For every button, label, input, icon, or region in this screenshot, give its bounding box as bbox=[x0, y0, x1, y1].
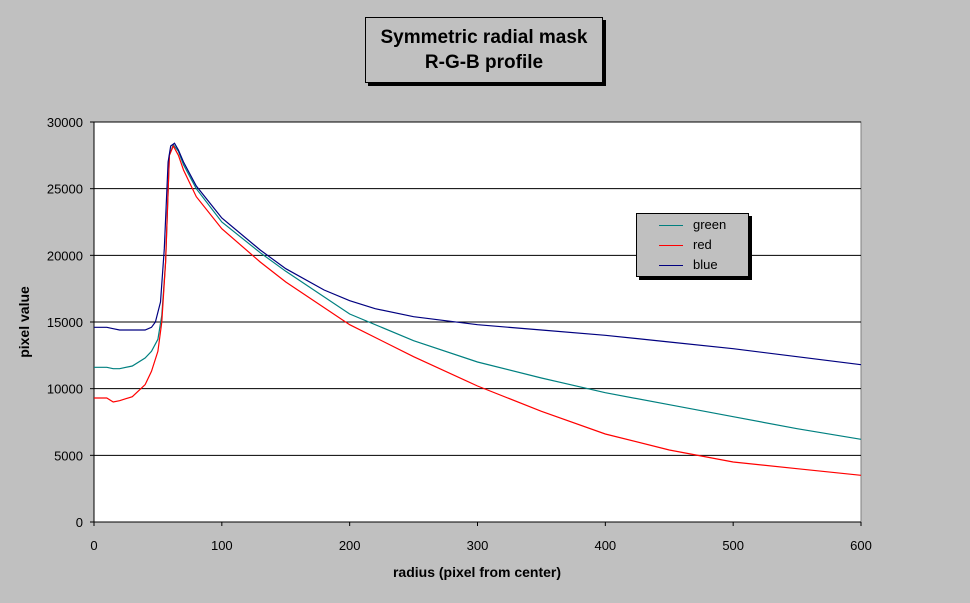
legend-swatch-red bbox=[659, 245, 683, 246]
y-tick-label: 5000 bbox=[54, 448, 83, 463]
chart-subtitle: R-G-B profile bbox=[424, 52, 544, 73]
y-tick-label: 10000 bbox=[47, 382, 83, 397]
legend-swatch-blue bbox=[659, 265, 683, 266]
x-tick-label: 0 bbox=[90, 538, 97, 553]
x-tick-label: 300 bbox=[467, 538, 489, 553]
y-tick-label: 25000 bbox=[47, 182, 83, 197]
chart-title: Symmetric radial mask bbox=[380, 27, 588, 48]
legend-item-red: red bbox=[637, 235, 748, 255]
y-tick-label: 30000 bbox=[47, 115, 83, 130]
axes bbox=[90, 121, 862, 526]
x-tick-label: 200 bbox=[339, 538, 361, 553]
legend-label-green: green bbox=[693, 217, 727, 232]
y-tick-label: 0 bbox=[76, 515, 83, 530]
x-tick-label: 400 bbox=[594, 538, 616, 553]
legend-item-green: green bbox=[637, 215, 748, 235]
series-line-red bbox=[94, 144, 862, 476]
legend-swatch-green bbox=[659, 225, 683, 226]
series-lines bbox=[94, 142, 862, 476]
series-line-blue bbox=[94, 142, 862, 366]
x-tick-label: 100 bbox=[211, 538, 233, 553]
legend-label-blue: blue bbox=[693, 257, 718, 272]
chart-title-box: Symmetric radial mask R-G-B profile bbox=[365, 17, 603, 83]
legend-item-blue: blue bbox=[637, 255, 748, 275]
grid-lines bbox=[94, 121, 861, 456]
tick-labels: 0 5000 10000 15000 20000 25000 30000 0 100 200 300… bbox=[47, 115, 872, 553]
legend-label-red: red bbox=[693, 237, 712, 252]
y-tick-label: 20000 bbox=[47, 248, 83, 263]
x-tick-label: 600 bbox=[850, 538, 872, 553]
x-axis-label: radius (pixel from center) bbox=[393, 564, 561, 580]
legend: green red blue bbox=[636, 213, 749, 277]
series-line-green bbox=[94, 143, 862, 440]
x-tick-label: 500 bbox=[722, 538, 744, 553]
y-tick-label: 15000 bbox=[47, 315, 83, 330]
y-axis-label: pixel value bbox=[16, 286, 32, 358]
